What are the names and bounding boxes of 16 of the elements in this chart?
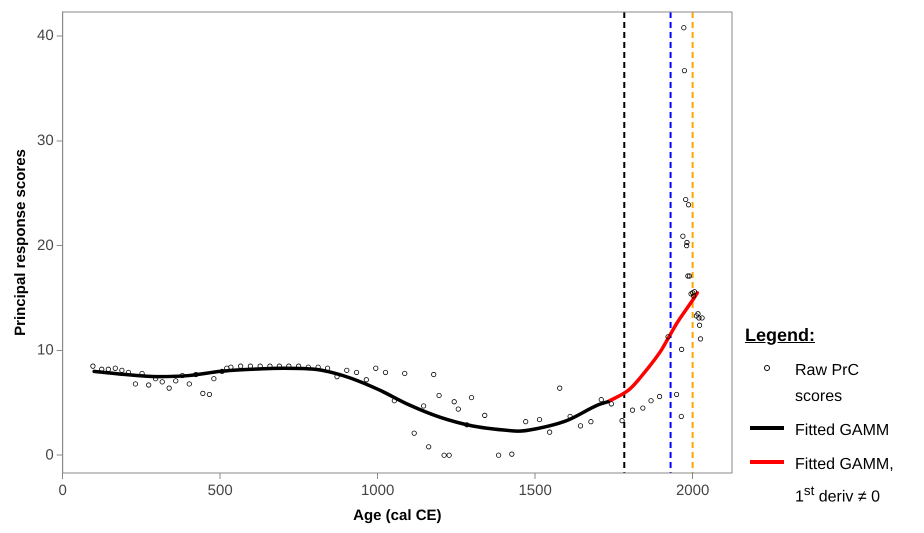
y-axis-title: Principal response scores — [12, 149, 30, 336]
y-tick-label: 40 — [36, 27, 54, 44]
x-tick-label: 0 — [58, 482, 67, 500]
y-tick-label: 0 — [45, 446, 54, 464]
legend-label: Fitted GAMM, 1$^{st}$ deriv ≠ 0 — [795, 455, 895, 508]
x-tick-label: 2000 — [676, 482, 710, 500]
x-tick-label: 1500 — [518, 482, 552, 500]
y-tick-label: 10 — [36, 342, 54, 359]
legend-label: Fitted GAMM — [795, 421, 890, 441]
x-axis-title: Age (cal CE) — [353, 507, 442, 524]
y-tick-label: 30 — [36, 132, 54, 150]
x-tick-label: 500 — [208, 482, 233, 500]
y-tick-label: 20 — [36, 236, 54, 254]
legend-label: Raw PrC scores — [795, 361, 860, 407]
x-tick-label: 1000 — [360, 482, 394, 500]
legend-title: Legend: — [745, 325, 816, 346]
